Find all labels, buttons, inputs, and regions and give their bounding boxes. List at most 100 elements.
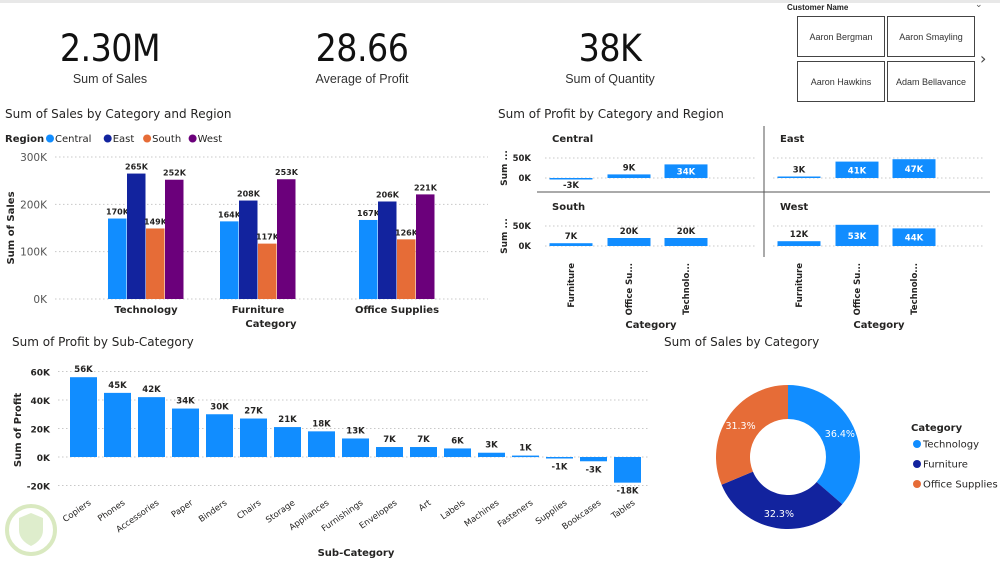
- x-tick-label: Furniture: [567, 263, 577, 308]
- data-label: 208K: [237, 190, 261, 199]
- x-tick-label: Furniture: [232, 305, 285, 316]
- data-label: 44K: [905, 234, 924, 244]
- y-tick-label: 50K: [513, 222, 532, 232]
- data-label: 126K: [395, 228, 419, 237]
- data-label: 30K: [210, 402, 229, 412]
- data-label: 20K: [620, 227, 639, 237]
- x-tick-label: Paper: [170, 498, 196, 520]
- data-label: 206K: [376, 190, 400, 199]
- bar: [835, 161, 879, 178]
- data-label: 6K: [451, 436, 464, 446]
- kpi-card-quantity: 38K Sum of Quantity: [530, 27, 690, 86]
- legend-marker-icon: [913, 440, 921, 448]
- y-tick-label: 20K: [31, 426, 52, 436]
- slicer-item[interactable]: Aaron Hawkins: [797, 61, 885, 102]
- x-tick-label: Technolo...: [682, 263, 692, 315]
- bar: [274, 427, 301, 457]
- legend-item: West: [198, 134, 223, 145]
- bar: [549, 243, 593, 246]
- slicer-item[interactable]: Aaron Bergman: [797, 16, 885, 57]
- bar: [478, 452, 505, 457]
- data-label: 3K: [793, 166, 806, 176]
- panel-title: East: [780, 134, 805, 145]
- bar: [835, 224, 879, 246]
- data-label: 1K: [519, 444, 532, 454]
- x-tick-label: Bookcases: [561, 498, 604, 532]
- data-label: 9K: [623, 163, 636, 173]
- x-axis-label: Category: [245, 319, 297, 330]
- bar: [664, 238, 708, 246]
- x-tick-label: Furniture: [795, 263, 805, 308]
- bar: [258, 243, 277, 299]
- bar: [359, 219, 378, 299]
- x-tick-label: Office Su...: [853, 263, 863, 315]
- data-label: 34K: [176, 397, 195, 407]
- bar: [416, 194, 435, 299]
- chevron-right-icon[interactable]: ›: [980, 49, 987, 68]
- bar: [777, 176, 821, 178]
- x-tick-label: Office Su...: [625, 263, 635, 315]
- chart-title-sales-region: Sum of Sales by Category and Region: [5, 107, 232, 121]
- kpi-label: Sum of Quantity: [565, 72, 655, 86]
- data-label: 12K: [790, 230, 809, 240]
- x-tick-label: Office Supplies: [355, 305, 439, 316]
- legend-item: Furniture: [923, 460, 968, 471]
- x-tick-label: Fasteners: [496, 498, 536, 530]
- data-label: 21K: [278, 415, 297, 425]
- y-tick-label: 0K: [37, 454, 51, 464]
- bar: [614, 457, 641, 483]
- slicer-title: Customer Name: [787, 3, 849, 12]
- bar: [342, 438, 369, 457]
- data-label: 42K: [142, 385, 161, 395]
- data-label: 252K: [163, 169, 187, 178]
- chart-title-sales-category: Sum of Sales by Category: [664, 335, 820, 349]
- kpi-card-sales: 2.30M Sum of Sales: [30, 27, 190, 86]
- data-label: 170K: [106, 208, 130, 217]
- slicer-item[interactable]: Adam Bellavance: [887, 61, 975, 102]
- top-border: [0, 0, 1000, 3]
- x-tick-label: Art: [417, 498, 434, 514]
- bar: [777, 241, 821, 246]
- y-axis-label: Sum of Profit: [13, 393, 24, 467]
- bar: [376, 447, 403, 457]
- slice-label: 31.3%: [725, 421, 755, 432]
- bar: [892, 228, 936, 246]
- bar: [277, 179, 296, 299]
- x-tick-label: Binders: [197, 498, 230, 525]
- bar: [308, 431, 335, 457]
- x-tick-label: Tables: [609, 498, 638, 522]
- data-label: 167K: [357, 209, 381, 218]
- legend-item: Technology: [922, 440, 979, 451]
- x-tick-label: Copiers: [61, 498, 93, 525]
- bar: [549, 178, 593, 180]
- bar: [172, 408, 199, 457]
- legend-marker-icon: [143, 134, 152, 143]
- bar: [607, 174, 651, 178]
- x-tick-label: Chairs: [236, 498, 264, 522]
- legend-item: Central: [55, 134, 91, 145]
- slice-label: 36.4%: [825, 429, 855, 440]
- y-tick-label: 100K: [20, 247, 48, 259]
- slice-label: 32.3%: [764, 509, 794, 520]
- legend-title: Category: [911, 423, 963, 434]
- chevron-down-icon[interactable]: ⌄: [975, 0, 983, 10]
- bar: [607, 238, 651, 246]
- x-tick-label: Technology: [114, 305, 178, 316]
- bar: [240, 418, 267, 457]
- bar: [444, 448, 471, 457]
- y-tick-label: 300K: [20, 152, 48, 164]
- data-label: 221K: [414, 183, 438, 192]
- data-label: 253K: [275, 168, 299, 177]
- legend-marker-icon: [913, 480, 921, 488]
- data-label: -1K: [551, 463, 567, 473]
- data-label: 117K: [256, 233, 280, 242]
- slicer-item[interactable]: Aaron Smayling: [887, 16, 975, 57]
- data-label: -3K: [585, 465, 601, 475]
- y-tick-label: 40K: [31, 397, 52, 407]
- data-label: 27K: [244, 407, 263, 417]
- data-label: 7K: [383, 435, 396, 445]
- kpi-card-profit: 28.66 Average of Profit: [282, 27, 442, 86]
- data-label: 47K: [905, 165, 924, 175]
- bar: [664, 164, 708, 178]
